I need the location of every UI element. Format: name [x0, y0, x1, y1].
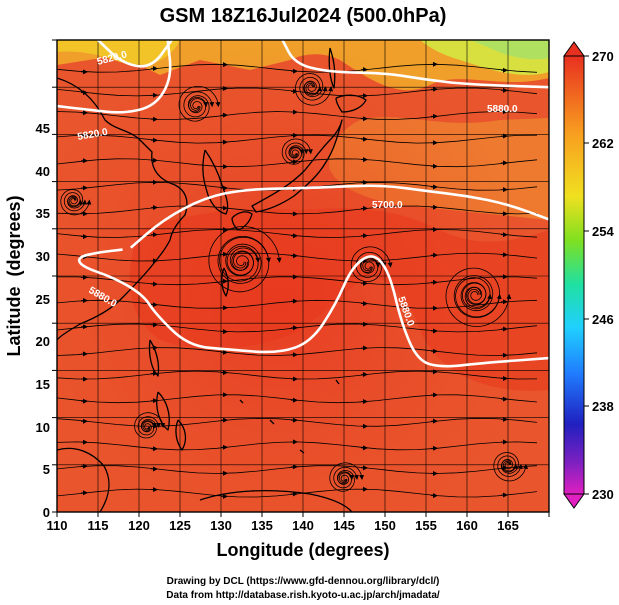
streamline — [188, 97, 209, 114]
colorbar-tick-label: 246 — [592, 312, 614, 327]
contour-line — [57, 40, 172, 114]
colorbar-bottom-arrow — [563, 493, 585, 509]
x-tick-label: 125 — [169, 518, 191, 533]
y-tick-label: 5 — [43, 462, 50, 477]
x-tick-label: 140 — [292, 518, 314, 533]
pacific-islands — [239, 379, 340, 454]
streamline — [57, 205, 538, 215]
x-tick-label: 145 — [333, 518, 355, 533]
streamline — [57, 299, 538, 309]
colorbar: 270 262 254 246 238 230 — [563, 41, 614, 509]
colorbar-gradient — [563, 55, 585, 495]
streamline — [453, 275, 502, 318]
streamline — [288, 146, 305, 159]
streamline — [350, 246, 393, 283]
contour-label: 5880.0 — [487, 104, 518, 115]
y-axis-title: Latitude (degrees) — [4, 195, 24, 356]
x-tick-label: 155 — [415, 518, 437, 533]
contour-line — [77, 248, 549, 368]
y-tick-label: 25 — [36, 292, 50, 307]
streamline — [445, 267, 512, 327]
taiwan — [221, 267, 229, 297]
x-tick-label: 115 — [88, 518, 109, 533]
japan-honshu — [251, 119, 343, 213]
x-tick-label: 160 — [456, 518, 478, 533]
grid-lines — [57, 40, 549, 512]
streamline — [57, 323, 538, 333]
streamline — [208, 226, 282, 293]
geopotential-contours — [57, 40, 549, 368]
streamline — [67, 195, 83, 208]
y-tick-labels: 0 5 10 15 20 25 30 35 40 45 — [36, 121, 50, 520]
streamline — [57, 111, 538, 120]
contour-label: 5820.0 — [77, 127, 109, 143]
sakhalin — [328, 47, 336, 89]
streamline — [57, 488, 538, 498]
streamline — [57, 134, 538, 144]
contour-line — [281, 40, 549, 89]
y-tick-label: 35 — [36, 206, 50, 221]
streamline — [141, 420, 157, 433]
streamline — [217, 236, 271, 284]
contour-label: 5700.0 — [372, 200, 403, 211]
y-tick-label: 30 — [36, 249, 50, 264]
x-tick-label: 130 — [210, 518, 232, 533]
x-tick-label: 135 — [251, 518, 273, 533]
x-tick-label: 165 — [497, 518, 519, 533]
contour-line — [97, 40, 173, 68]
y-tick-label: 0 — [43, 505, 50, 520]
x-tick-label: 110 — [47, 518, 68, 533]
x-tick-label: 150 — [374, 518, 396, 533]
map-title: GSM 18Z16Jul2024 (500.0hPa) — [160, 5, 447, 27]
streamline — [501, 459, 518, 473]
x-tick-labels: 110 115 120 125 130 135 140 145 150 155 … — [47, 518, 519, 533]
japan-hokkaido — [335, 94, 367, 113]
axis-ticks — [52, 39, 550, 517]
streamline — [337, 471, 354, 485]
footer-credit: Drawing by DCL (https://www.gfd-dennou.o… — [167, 576, 440, 587]
streamline — [57, 63, 538, 73]
streamline — [57, 394, 538, 404]
x-tick-label: 120 — [128, 518, 150, 533]
japan-kyushu — [231, 211, 253, 231]
colorbar-tick-label: 262 — [592, 136, 614, 151]
streamline — [178, 86, 221, 122]
streamline — [462, 282, 493, 310]
streamline — [57, 465, 538, 474]
y-tick-label: 15 — [36, 377, 50, 392]
streamline — [57, 158, 538, 168]
streamline — [57, 229, 538, 238]
streamline — [303, 80, 323, 96]
colorbar-tick-label: 230 — [592, 487, 614, 502]
streamline — [226, 245, 261, 276]
y-tick-label: 20 — [36, 334, 50, 349]
contour-line — [129, 184, 549, 249]
streamline — [57, 87, 538, 97]
colorbar-tick-label: 238 — [592, 399, 614, 414]
colorbar-top-arrow — [563, 41, 585, 57]
y-tick-label: 10 — [36, 420, 50, 435]
y-tick-label: 40 — [36, 164, 50, 179]
footer-source: Data from http://database.rish.kyoto-u.a… — [166, 590, 440, 601]
streamline — [57, 417, 538, 427]
colorbar-tick-label: 254 — [592, 224, 614, 239]
x-axis-title: Longitude (degrees) — [216, 540, 389, 560]
streamline — [57, 370, 538, 380]
streamline — [57, 441, 538, 451]
y-tick-label: 45 — [36, 121, 50, 136]
streamline — [57, 347, 538, 356]
coastlines — [57, 47, 367, 512]
streamline — [57, 252, 538, 262]
colorbar-tick-label: 270 — [592, 49, 614, 64]
streamlines — [57, 61, 538, 499]
asia-coast — [57, 77, 188, 341]
